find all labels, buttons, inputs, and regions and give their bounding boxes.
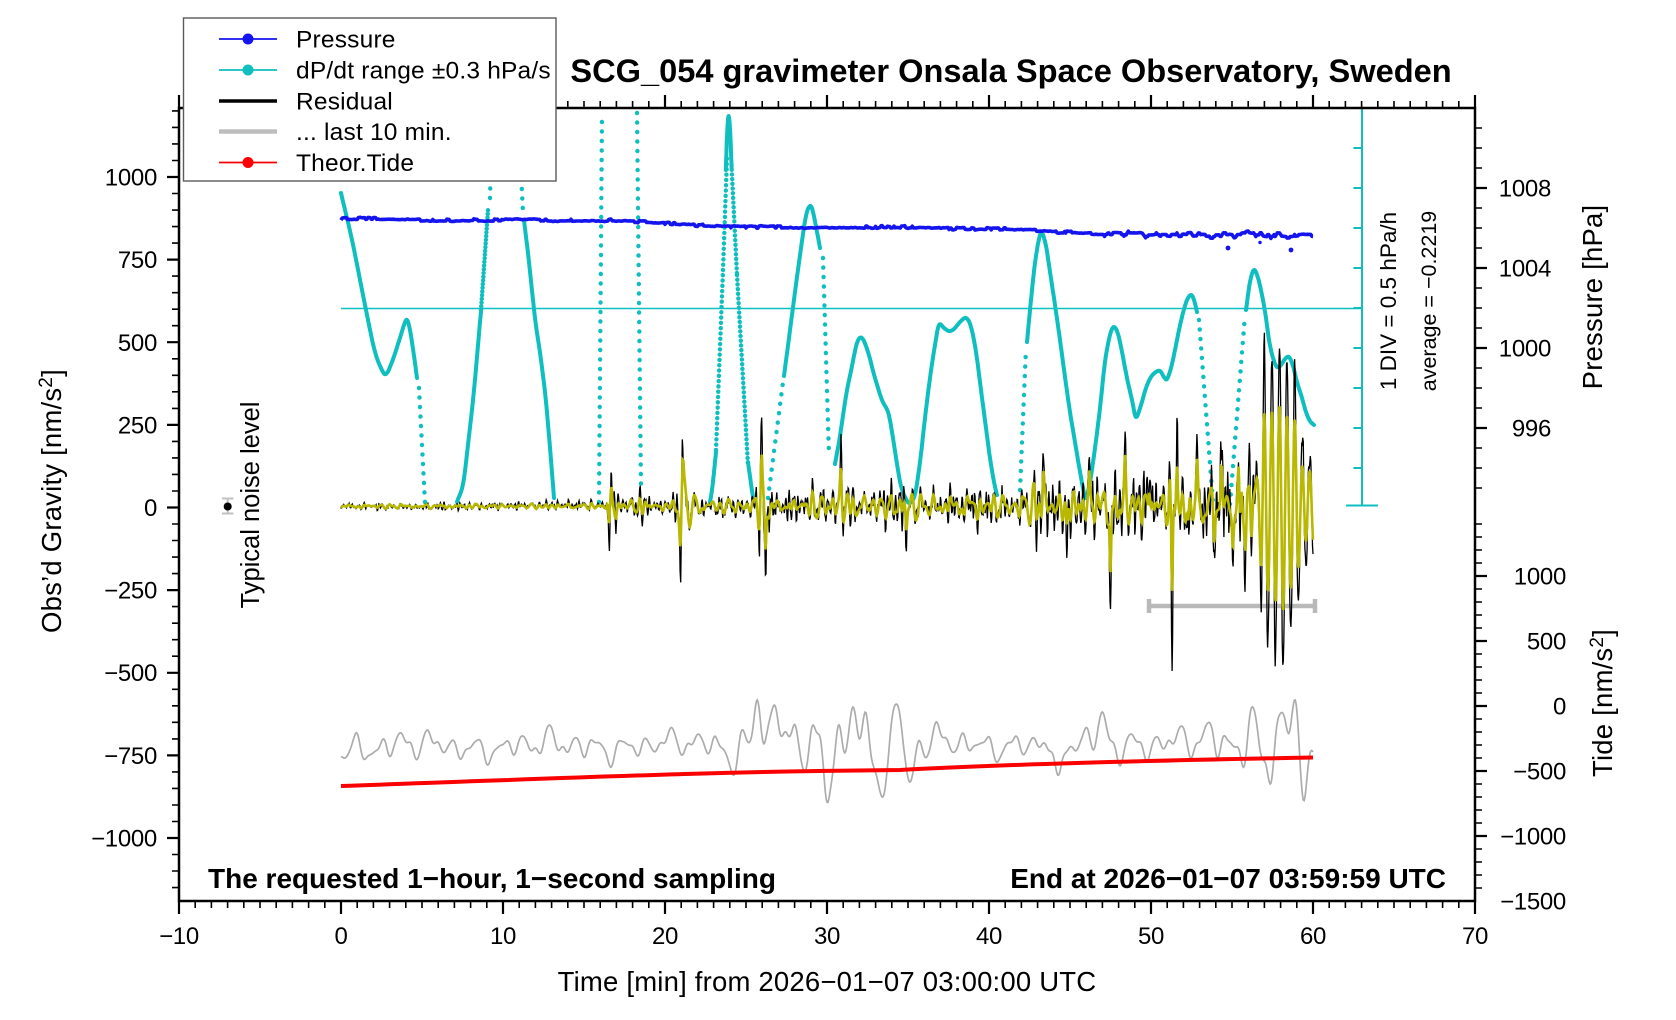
- svg-text:−1000: −1000: [1500, 824, 1566, 851]
- svg-text:−10: −10: [159, 923, 199, 950]
- svg-text:0: 0: [1553, 694, 1566, 721]
- svg-text:500: 500: [1527, 629, 1566, 656]
- svg-text:996: 996: [1512, 416, 1551, 443]
- svg-text:1004: 1004: [1499, 256, 1551, 283]
- svg-text:Residual: Residual: [296, 89, 393, 116]
- svg-text:End at 2026−01−07 03:59:59 UTC: End at 2026−01−07 03:59:59 UTC: [1010, 863, 1446, 894]
- svg-text:Theor.Tide: Theor.Tide: [296, 150, 414, 177]
- svg-text:−750: −750: [104, 743, 157, 770]
- svg-text:500: 500: [118, 330, 157, 357]
- svg-text:Time [min] from 2026−01−07 03:: Time [min] from 2026−01−07 03:00:00 UTC: [558, 966, 1097, 997]
- svg-text:70: 70: [1462, 923, 1488, 950]
- svg-text:750: 750: [118, 247, 157, 274]
- svg-text:−1500: −1500: [1500, 889, 1566, 916]
- svg-text:Pressure: Pressure: [296, 27, 396, 54]
- svg-text:Typical noise level: Typical noise level: [237, 402, 265, 609]
- svg-text:30: 30: [814, 923, 840, 950]
- svg-text:−1000: −1000: [91, 826, 157, 853]
- svg-text:0: 0: [334, 923, 347, 950]
- svg-text:−500: −500: [1513, 759, 1566, 786]
- svg-text:average = −0.2219: average = −0.2219: [1417, 211, 1441, 392]
- svg-text:The requested 1−hour, 1−second: The requested 1−hour, 1−second sampling: [208, 863, 776, 894]
- svg-text:dP/dt range ±0.3 hPa/s: dP/dt range ±0.3 hPa/s: [296, 58, 551, 85]
- svg-text:250: 250: [118, 412, 157, 439]
- svg-text:0: 0: [144, 495, 157, 522]
- svg-text:20: 20: [652, 923, 678, 950]
- svg-text:Obs’d Gravity [nm/s2]: Obs’d Gravity [nm/s2]: [36, 369, 67, 633]
- svg-text:1 DIV = 0.5 hPa/h: 1 DIV = 0.5 hPa/h: [1376, 212, 1401, 390]
- svg-text:... last 10 min.: ... last 10 min.: [296, 119, 452, 146]
- svg-text:10: 10: [490, 923, 516, 950]
- svg-text:Pressure [hPa]: Pressure [hPa]: [1577, 205, 1608, 390]
- svg-text:1000: 1000: [1514, 564, 1566, 591]
- svg-text:−500: −500: [104, 660, 157, 687]
- svg-text:60: 60: [1300, 923, 1326, 950]
- svg-text:1008: 1008: [1499, 176, 1551, 203]
- svg-text:50: 50: [1138, 923, 1164, 950]
- svg-text:Tide [nm/s2]: Tide [nm/s2]: [1587, 629, 1618, 777]
- svg-text:40: 40: [976, 923, 1002, 950]
- svg-text:1000: 1000: [1499, 336, 1551, 363]
- svg-text:1000: 1000: [105, 165, 157, 192]
- svg-text:−250: −250: [104, 578, 157, 605]
- svg-text:SCG_054 gravimeter Onsala Spac: SCG_054 gravimeter Onsala Space Observat…: [570, 52, 1451, 89]
